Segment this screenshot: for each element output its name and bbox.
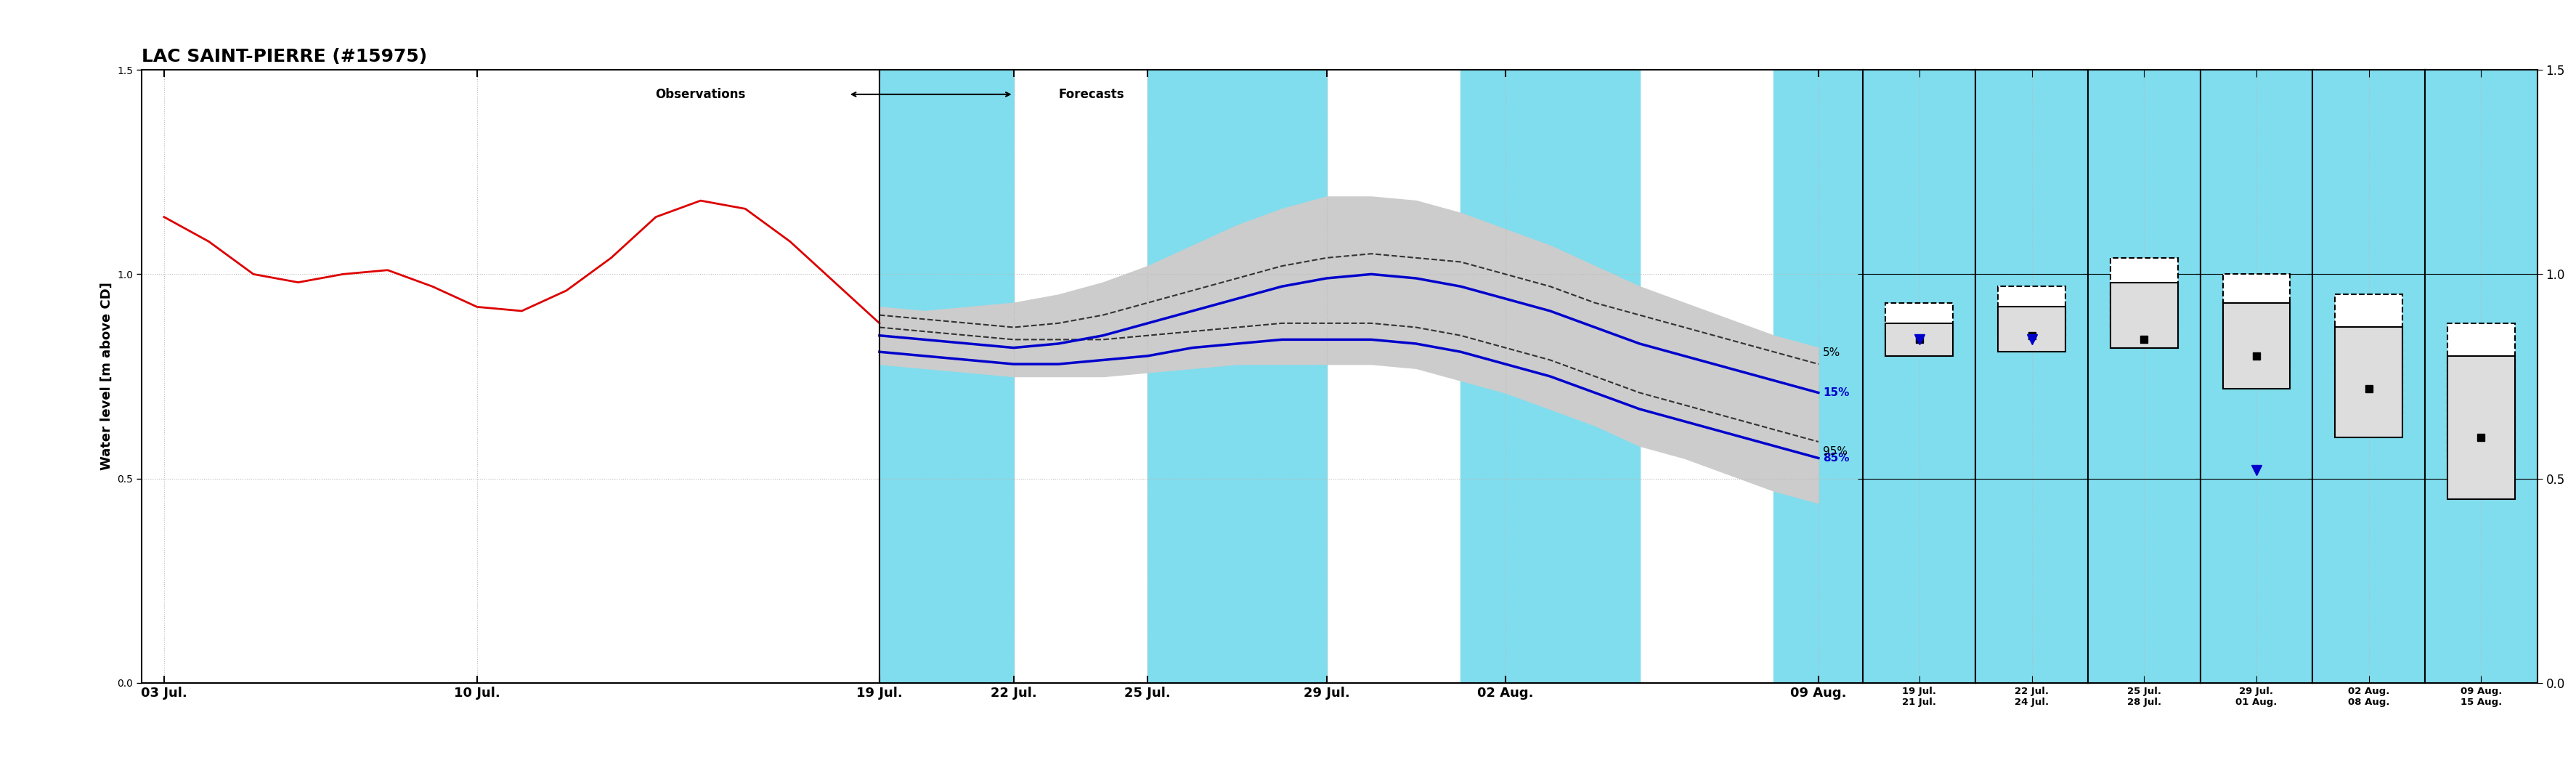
FancyBboxPatch shape [2223,274,2290,364]
FancyBboxPatch shape [1886,324,1953,356]
Text: LAC SAINT-PIERRE (#15975): LAC SAINT-PIERRE (#15975) [142,48,428,65]
FancyBboxPatch shape [2110,282,2177,348]
FancyBboxPatch shape [1999,286,2066,335]
Text: 5%: 5% [1824,347,1839,358]
Text: 95%: 95% [1824,446,1847,457]
Bar [1149,70,1327,683]
Bar [878,70,1012,683]
FancyBboxPatch shape [2334,295,2403,413]
FancyBboxPatch shape [2223,303,2290,389]
Bar [1461,70,1638,683]
FancyBboxPatch shape [2110,258,2177,331]
FancyBboxPatch shape [2334,327,2403,438]
Text: Observations: Observations [654,88,744,101]
Y-axis label: Water level [m above CD]: Water level [m above CD] [100,282,113,470]
Text: Forecasts: Forecasts [1059,88,1123,101]
FancyBboxPatch shape [1999,307,2066,352]
Text: 85%: 85% [1824,452,1850,463]
FancyBboxPatch shape [1886,303,1953,340]
Text: 15%: 15% [1824,387,1850,398]
FancyBboxPatch shape [2447,324,2514,458]
Bar [1775,70,1862,683]
FancyBboxPatch shape [2447,356,2514,499]
